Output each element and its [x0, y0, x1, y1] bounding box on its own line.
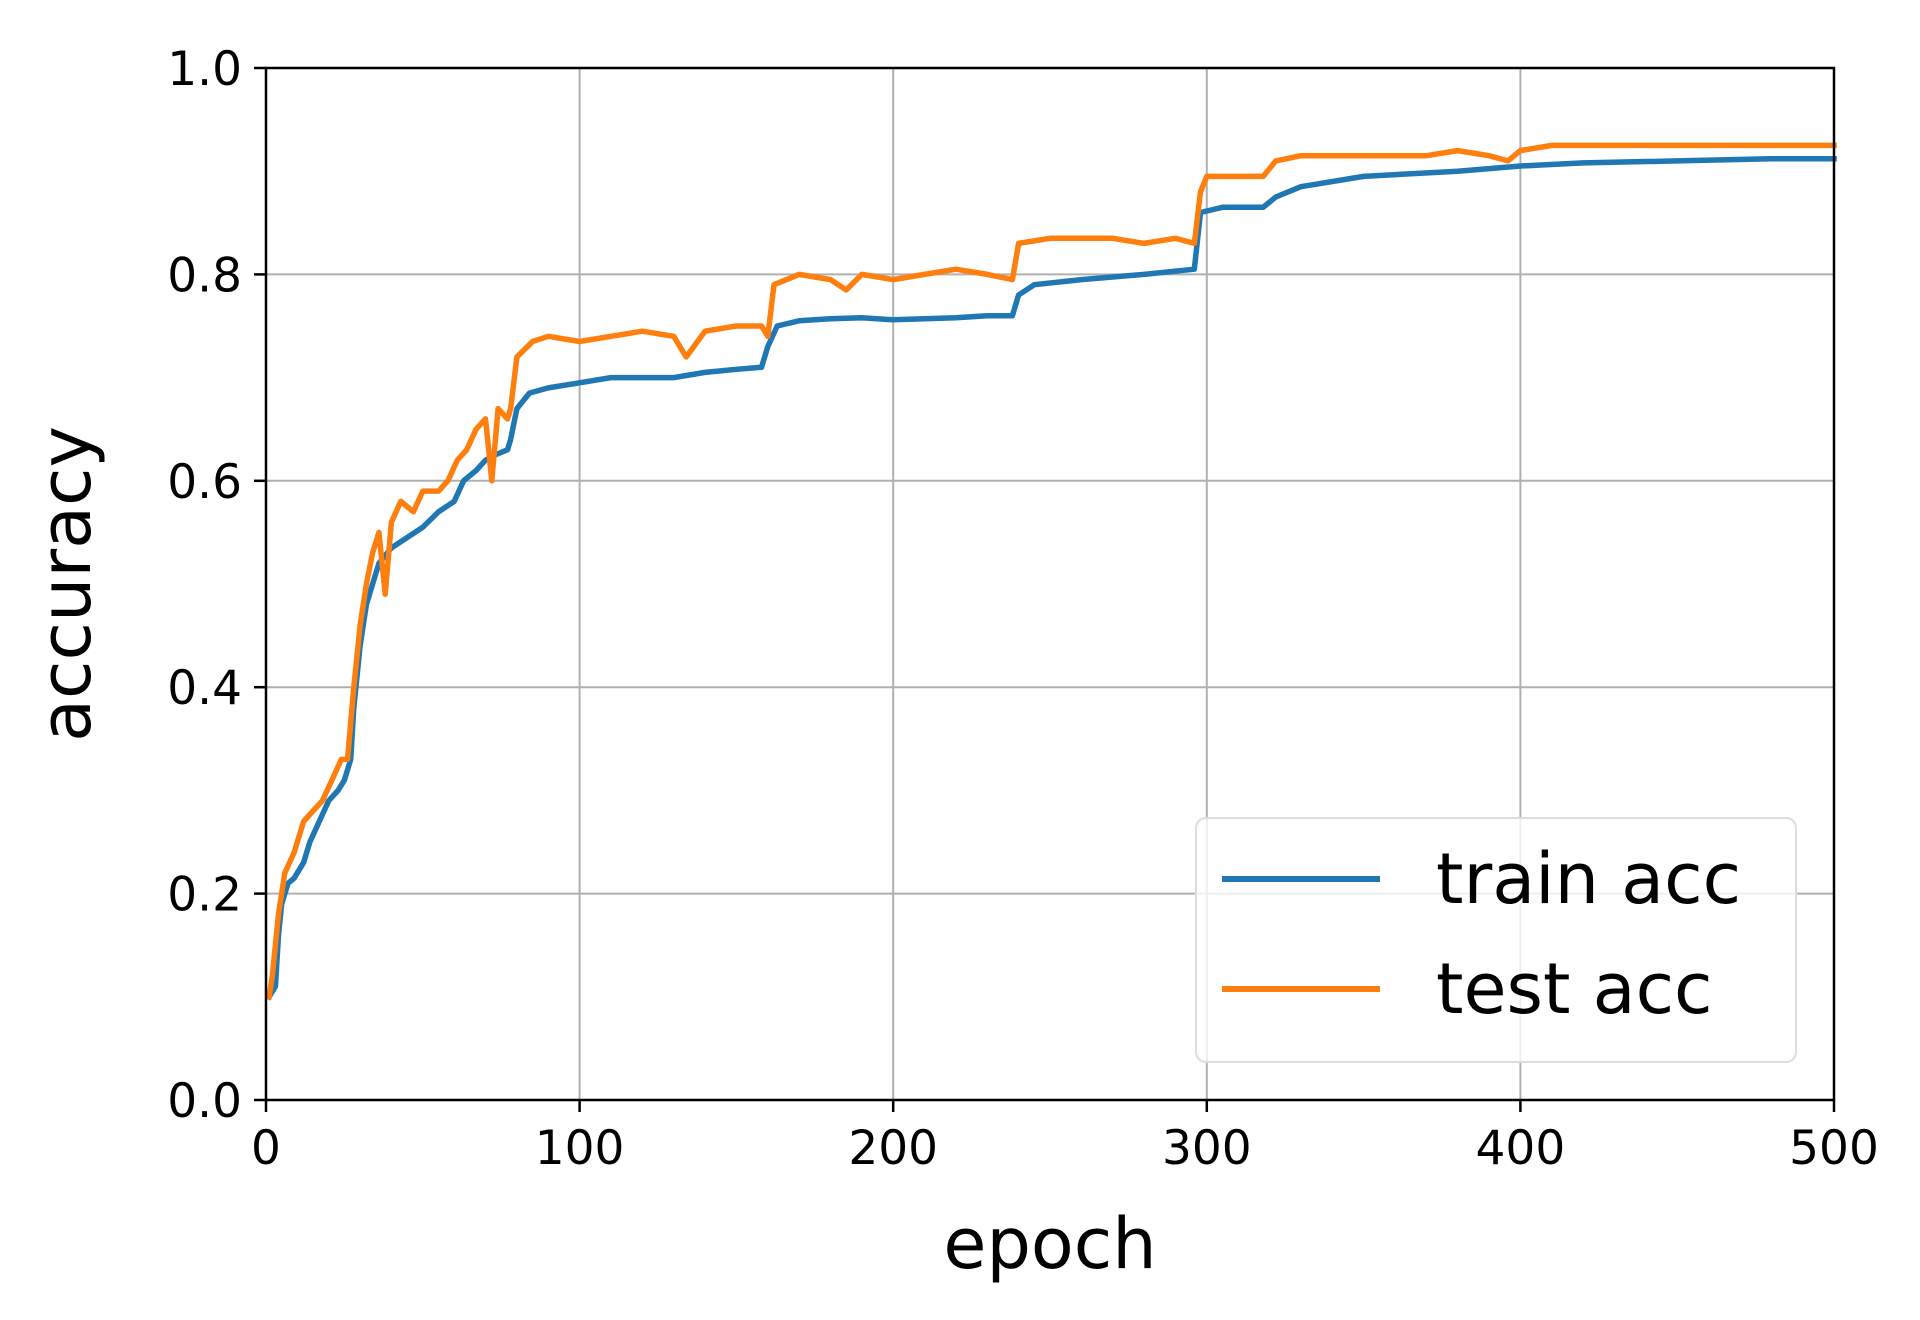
y-tick-label: 1.0	[167, 42, 242, 97]
y-tick-label: 0.6	[167, 455, 242, 510]
x-tick-label: 200	[848, 1121, 938, 1176]
x-tick-label: 400	[1476, 1121, 1566, 1176]
y-tick-label: 0.4	[167, 661, 242, 716]
y-tick-label: 0.8	[167, 248, 242, 303]
legend-label-train-acc: train acc	[1436, 838, 1741, 920]
series-line-test-acc	[265, 142, 1837, 1000]
plot-frame	[264, 66, 1836, 1102]
y-tick-label: 0.0	[167, 1074, 242, 1129]
x-tick-label: 0	[251, 1121, 281, 1176]
legend-label-test-acc: test acc	[1436, 948, 1713, 1030]
x-tick-label: 100	[535, 1121, 625, 1176]
y-axis-label: accuracy	[25, 426, 107, 742]
x-tick-label: 500	[1789, 1121, 1879, 1176]
x-axis-label: epoch	[943, 1203, 1156, 1285]
series-layer	[265, 142, 1837, 1001]
y-tick-label: 0.2	[167, 868, 242, 923]
series-line-train-acc	[265, 156, 1837, 1001]
x-tick-label: 300	[1162, 1121, 1252, 1176]
legend: train acc test acc	[1195, 817, 1797, 1063]
axis-ticks: 0 100 200 300 400 500 0.0 0.2 0.4 0.6 0.8 1.0	[167, 42, 1879, 1176]
